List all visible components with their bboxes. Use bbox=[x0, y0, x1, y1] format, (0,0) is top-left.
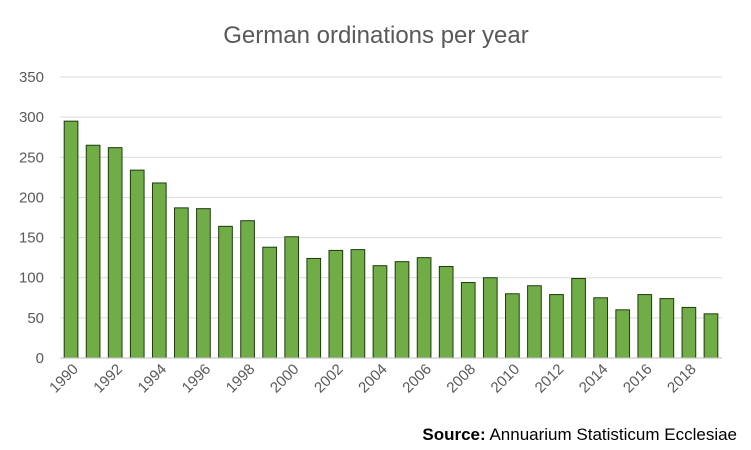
bar-2005 bbox=[394, 261, 410, 359]
source-note: Source: Annuarium Statisticum Ecclesiae bbox=[422, 425, 737, 445]
x-tick-label: 2014 bbox=[576, 361, 612, 397]
x-tick-label: 2012 bbox=[532, 361, 568, 397]
y-tick-label: 0 bbox=[36, 350, 44, 367]
source-label: Source: bbox=[422, 425, 486, 444]
chart-title: German ordinations per year bbox=[223, 22, 528, 49]
source-text: Annuarium Statisticum Ecclesiae bbox=[489, 425, 737, 444]
x-tick-label: 1996 bbox=[179, 361, 215, 397]
bar-1995 bbox=[174, 207, 189, 359]
bar-1990 bbox=[63, 120, 79, 359]
y-tick-label: 350 bbox=[19, 69, 44, 86]
bar-2014 bbox=[593, 297, 608, 359]
bar-2015 bbox=[615, 309, 631, 359]
bar-2004 bbox=[372, 265, 388, 359]
x-axis: 1990 1992 1994 1996 1998 2000 2002 2004 2006 2008… bbox=[46, 361, 699, 397]
y-tick-label: 300 bbox=[19, 109, 44, 126]
y-tick-label: 250 bbox=[19, 149, 44, 166]
y-tick-label: 50 bbox=[27, 310, 44, 327]
bar-1992 bbox=[107, 147, 123, 359]
y-axis: 0 50 100 150 200 250 300 350 bbox=[19, 69, 44, 367]
bar-2019 bbox=[703, 313, 719, 359]
bar-1994 bbox=[151, 182, 167, 359]
bar-2006 bbox=[416, 257, 432, 359]
bar-2018 bbox=[681, 306, 697, 359]
bar-1998 bbox=[240, 220, 255, 359]
x-tick-label: 2000 bbox=[267, 361, 303, 397]
bar-2016 bbox=[637, 294, 653, 359]
bar-2012 bbox=[549, 294, 564, 359]
x-tick-label: 2010 bbox=[488, 361, 524, 397]
bar-2010 bbox=[505, 293, 520, 359]
bar-2007 bbox=[438, 265, 454, 359]
bar-2001 bbox=[306, 257, 322, 359]
x-tick-label: 2004 bbox=[355, 361, 391, 397]
bar-2008 bbox=[460, 282, 476, 359]
bar-2009 bbox=[482, 277, 498, 359]
x-tick-label: 1998 bbox=[223, 361, 259, 397]
bar-1991 bbox=[85, 144, 101, 359]
bar-1996 bbox=[196, 208, 211, 359]
bars bbox=[63, 120, 719, 359]
gridlines bbox=[60, 76, 722, 319]
bar-2011 bbox=[527, 285, 542, 359]
y-tick-label: 200 bbox=[19, 189, 44, 206]
bar-1993 bbox=[129, 169, 145, 359]
bar-2003 bbox=[350, 249, 366, 359]
bar-2013 bbox=[571, 278, 586, 359]
x-tick-label: 1992 bbox=[90, 361, 126, 397]
x-tick-label: 2018 bbox=[664, 361, 700, 397]
x-tick-label: 1994 bbox=[135, 361, 171, 397]
x-tick-label: 2002 bbox=[311, 361, 347, 397]
x-tick-label: 2006 bbox=[399, 361, 435, 397]
bar-1997 bbox=[218, 225, 233, 359]
bar-1999 bbox=[262, 246, 277, 359]
x-tick-label: 2008 bbox=[443, 361, 479, 397]
x-tick-label: 1990 bbox=[46, 361, 82, 397]
x-tick-label: 2016 bbox=[620, 361, 656, 397]
bar-2017 bbox=[659, 298, 675, 359]
y-tick-label: 100 bbox=[19, 270, 44, 287]
bar-2000 bbox=[284, 236, 300, 359]
bar-2002 bbox=[328, 249, 344, 359]
y-tick-label: 150 bbox=[19, 230, 44, 247]
